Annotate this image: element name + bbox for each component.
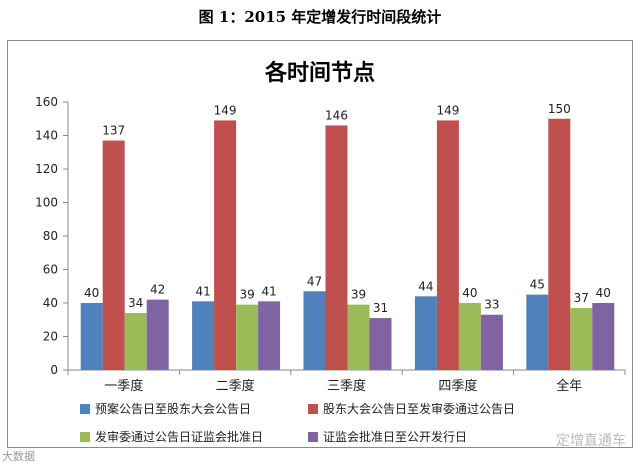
- data-label: 41: [195, 284, 210, 298]
- data-label: 137: [102, 124, 125, 138]
- data-label: 40: [84, 286, 99, 300]
- y-tick-label: 120: [35, 162, 58, 176]
- bar: [369, 318, 392, 370]
- legend-label: 预案公告日至股东大会公告日: [95, 401, 251, 416]
- watermark-left: 大数据: [2, 450, 35, 463]
- legend-label: 股东大会公告日至发审委通过公告日: [323, 401, 515, 416]
- chart-title: 各时间节点: [264, 60, 375, 86]
- y-tick-label: 160: [35, 95, 58, 109]
- data-label: 42: [150, 283, 165, 297]
- data-label: 45: [530, 278, 545, 292]
- bar: [548, 118, 571, 370]
- y-tick-label: 20: [43, 330, 58, 344]
- y-tick-label: 80: [43, 229, 58, 243]
- bar: [303, 291, 326, 370]
- bar: [192, 301, 215, 370]
- x-tick-label: 四季度: [438, 378, 477, 394]
- bar: [526, 294, 549, 370]
- y-tick-label: 0: [50, 363, 58, 377]
- bar: [102, 140, 125, 370]
- x-tick-label: 三季度: [327, 378, 366, 394]
- data-label: 44: [418, 279, 433, 293]
- data-label: 31: [373, 301, 388, 315]
- legend-swatch: [80, 404, 90, 414]
- legend-swatch: [308, 404, 318, 414]
- data-label: 37: [574, 291, 589, 305]
- x-tick-label: 一季度: [104, 378, 143, 394]
- bar: [325, 125, 348, 370]
- data-label: 150: [548, 102, 571, 116]
- legend-label: 发审委通过公告日证监会批准日: [95, 429, 263, 444]
- data-label: 41: [261, 284, 276, 298]
- y-tick-label: 60: [43, 263, 58, 277]
- bar: [414, 296, 437, 370]
- legend-swatch: [80, 432, 90, 442]
- data-label: 149: [436, 103, 459, 117]
- bar: [592, 303, 615, 370]
- data-label: 39: [351, 288, 366, 302]
- bar: [258, 301, 281, 370]
- data-label: 39: [239, 288, 254, 302]
- bar: [436, 120, 459, 370]
- bar: [347, 304, 370, 370]
- data-label: 149: [214, 103, 237, 117]
- data-label: 34: [128, 296, 143, 310]
- bar: [146, 299, 169, 370]
- x-tick-label: 全年: [556, 378, 582, 394]
- bar: [570, 308, 593, 370]
- bar: [80, 303, 103, 370]
- figure-caption: 图 1：2015 年定增发行时间段统计: [198, 8, 442, 26]
- legend-label: 证监会批准日至公开发行日: [323, 429, 467, 444]
- bar: [480, 314, 503, 370]
- bar: [214, 120, 237, 370]
- data-label: 33: [484, 298, 499, 312]
- x-tick-label: 二季度: [216, 378, 255, 394]
- bar: [236, 304, 259, 370]
- data-label: 146: [325, 108, 348, 122]
- bar: [458, 303, 481, 370]
- bar: [124, 313, 147, 370]
- watermark-right: 定增直通车: [556, 433, 626, 449]
- data-label: 40: [596, 286, 611, 300]
- legend-swatch: [308, 432, 318, 442]
- y-tick-label: 140: [35, 129, 58, 143]
- y-tick-label: 100: [35, 196, 58, 210]
- data-label: 47: [307, 274, 322, 288]
- data-label: 40: [462, 286, 477, 300]
- y-tick-label: 40: [43, 296, 58, 310]
